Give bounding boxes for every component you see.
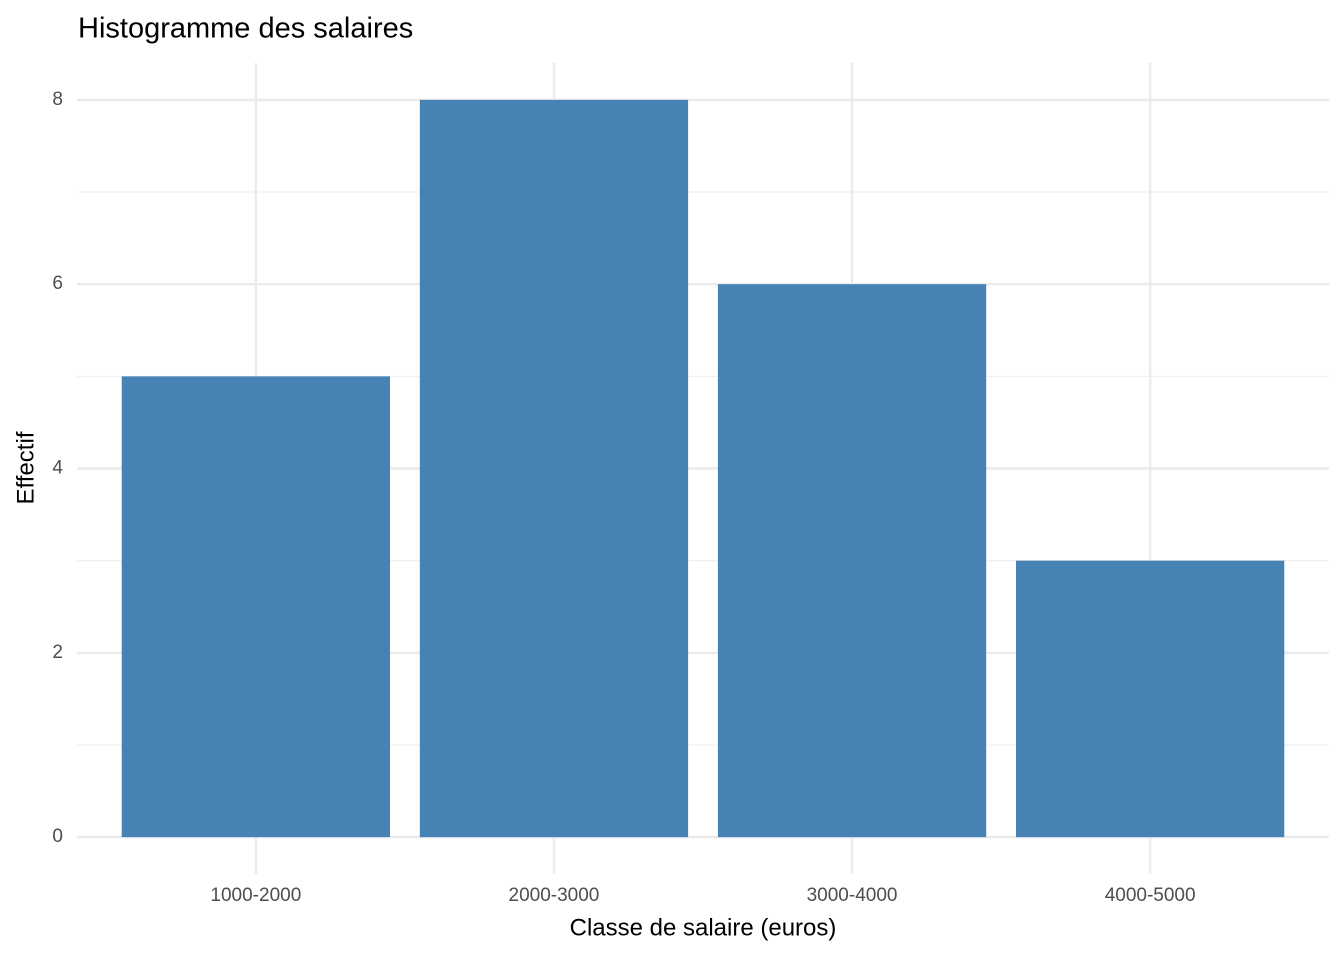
bar [419, 99, 689, 838]
bar [1016, 560, 1285, 838]
bar [717, 284, 987, 838]
bar [121, 376, 390, 838]
y-tick-label: 4 [52, 458, 63, 479]
y-axis-title: Effectif [12, 431, 39, 504]
x-tick-label: 4000-5000 [1105, 885, 1196, 906]
x-tick-label: 3000-4000 [807, 885, 898, 906]
x-tick-label: 1000-2000 [210, 885, 301, 906]
y-tick-label: 0 [52, 826, 63, 847]
x-tick-label: 2000-3000 [509, 885, 600, 906]
chart-title: Histogramme des salaires [78, 13, 413, 45]
x-axis-title: Classe de salaire (euros) [570, 914, 837, 941]
y-tick-label: 8 [52, 89, 63, 110]
y-tick-label: 2 [52, 642, 63, 663]
y-tick-label: 6 [52, 273, 63, 294]
